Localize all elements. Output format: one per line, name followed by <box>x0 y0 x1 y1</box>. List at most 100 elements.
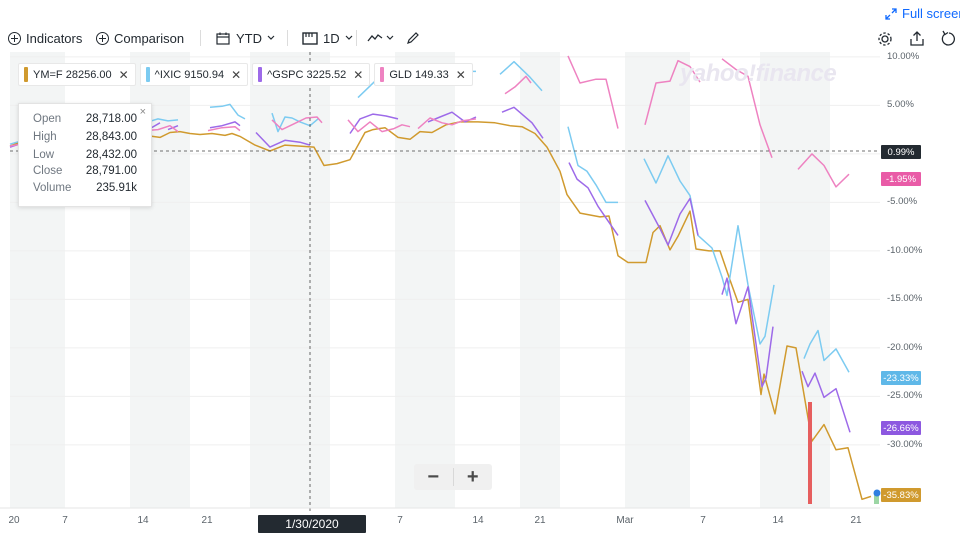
comparison-label: Comparison <box>114 30 185 46</box>
tooltip-label: High <box>33 131 57 143</box>
close-icon[interactable]: × <box>139 106 146 118</box>
series-line-gld <box>644 59 701 125</box>
series-line-ixic <box>643 155 775 345</box>
series-line-gld <box>347 119 411 133</box>
chart-toolbar: Indicators Comparison YTD 1D <box>0 0 960 52</box>
series-lines <box>9 55 872 501</box>
interval-select[interactable]: 1D <box>302 28 353 48</box>
chip-ixic[interactable]: ^IXIC 9150.94 ✕ <box>139 63 249 86</box>
chip-gld[interactable]: GLD 149.33 ✕ <box>374 63 473 86</box>
y-tick-label: -20.00% <box>887 341 923 353</box>
tooltip-value: 235.91k <box>96 182 137 194</box>
date-range-select[interactable]: YTD <box>216 28 275 48</box>
series-line-gspc <box>721 277 774 388</box>
comparison-button[interactable]: Comparison <box>96 28 184 48</box>
interval-icon <box>302 31 318 45</box>
tooltip-label: Low <box>33 149 55 161</box>
y-tick-label: -25.00% <box>887 390 923 402</box>
series-line-gspc <box>568 162 619 236</box>
tooltip-value: 28,432.00 <box>85 149 137 161</box>
series-line-gspc <box>209 121 241 129</box>
tooltip-high-row: High 28,843.00 <box>33 131 137 143</box>
chip-symbol: YM=F <box>33 68 63 81</box>
series-swatch <box>24 67 28 82</box>
series-swatch <box>380 67 385 82</box>
volume-bar <box>808 402 812 504</box>
close-icon[interactable]: ✕ <box>231 67 242 82</box>
zoom-divider <box>452 468 454 486</box>
fullscreen-link[interactable]: Full screen <box>885 6 960 21</box>
close-icon[interactable]: ✕ <box>455 67 466 82</box>
zoom-controls: − + <box>414 464 492 490</box>
x-tick-label: Mar <box>616 515 634 526</box>
chip-value: 149.33 <box>415 68 449 81</box>
expand-icon <box>885 7 897 20</box>
crosshair-date-badge: 1/30/2020 <box>258 515 366 533</box>
y-tick-label: -10.00% <box>887 244 923 256</box>
x-tick-label: 7 <box>700 515 706 526</box>
series-line-ixic <box>803 329 850 373</box>
zoom-in-button[interactable]: + <box>466 465 479 488</box>
reset-icon[interactable] <box>940 30 958 48</box>
y-tick-label: -15.00% <box>887 293 923 305</box>
add-circle-icon <box>96 31 109 45</box>
gear-icon[interactable] <box>876 30 894 48</box>
watermark: yahoo!finance <box>680 60 837 87</box>
y-tick-label: -5.00% <box>887 196 918 208</box>
tooltip-label: Close <box>33 165 63 177</box>
close-icon[interactable]: ✕ <box>118 67 129 82</box>
current-value-badge: -1.95% <box>881 172 921 186</box>
series-line-ixic <box>209 103 246 120</box>
chevron-down-icon <box>386 35 394 40</box>
series-swatch <box>258 67 263 82</box>
tooltip-low-row: Low 28,432.00 <box>33 149 137 161</box>
draw-tool-button[interactable] <box>406 28 420 48</box>
x-tick-label: 20 <box>8 515 20 526</box>
tooltip-open-row: Open 28,718.00 <box>33 113 137 125</box>
chip-ym[interactable]: YM=F 28256.00 ✕ <box>18 63 136 86</box>
chart-type-select[interactable] <box>367 28 394 48</box>
calendar-icon <box>216 32 230 45</box>
series-line-gspc <box>501 106 544 139</box>
tooltip-value: 28,718.00 <box>85 113 137 125</box>
series-line-gld <box>207 125 241 132</box>
tooltip-value: 28,791.00 <box>85 165 137 177</box>
current-value-badge: -23.33% <box>881 371 921 385</box>
y-tick-label: 10.00% <box>887 50 920 62</box>
close-icon[interactable]: ✕ <box>353 67 364 82</box>
x-tick-label: 14 <box>472 515 484 526</box>
volume-bar <box>874 494 879 504</box>
series-line-gld <box>797 153 850 188</box>
series-line-gld <box>271 116 323 131</box>
chip-value: 28256.00 <box>65 68 112 81</box>
share-icon[interactable] <box>908 30 926 48</box>
chip-value: 3225.52 <box>306 68 347 81</box>
chip-gspc[interactable]: ^GSPC 3225.52 ✕ <box>252 63 371 86</box>
tooltip-value: 28,843.00 <box>85 131 137 143</box>
toolbar-divider <box>200 30 201 46</box>
pencil-icon <box>407 32 419 44</box>
chip-value: 9150.94 <box>184 68 225 81</box>
series-line-gld <box>567 55 619 129</box>
weekday-band <box>760 52 830 508</box>
x-tick-label: 14 <box>772 515 784 526</box>
series-line-gspc <box>255 131 311 148</box>
chevron-down-icon <box>345 35 353 40</box>
x-tick-label: 14 <box>137 515 149 526</box>
zoom-out-button[interactable]: − <box>427 465 440 488</box>
x-tick-label: 7 <box>397 515 403 526</box>
current-value-badge: -35.83% <box>881 488 921 502</box>
indicators-button[interactable]: Indicators <box>8 28 82 48</box>
y-tick-label: 5.00% <box>887 99 914 111</box>
weekday-band <box>395 52 455 508</box>
chip-symbol: ^GSPC <box>267 68 304 81</box>
interval-label: 1D <box>323 30 340 46</box>
toolbar-divider <box>287 30 288 46</box>
chip-symbol: GLD <box>389 68 412 81</box>
fullscreen-label: Full screen <box>902 6 960 21</box>
tooltip-close-row: Close 28,791.00 <box>33 165 137 177</box>
ohlc-tooltip: × Open 28,718.00 High 28,843.00 Low 28,432.… <box>18 103 152 207</box>
tooltip-volume-row: Volume 235.91k <box>33 182 137 194</box>
